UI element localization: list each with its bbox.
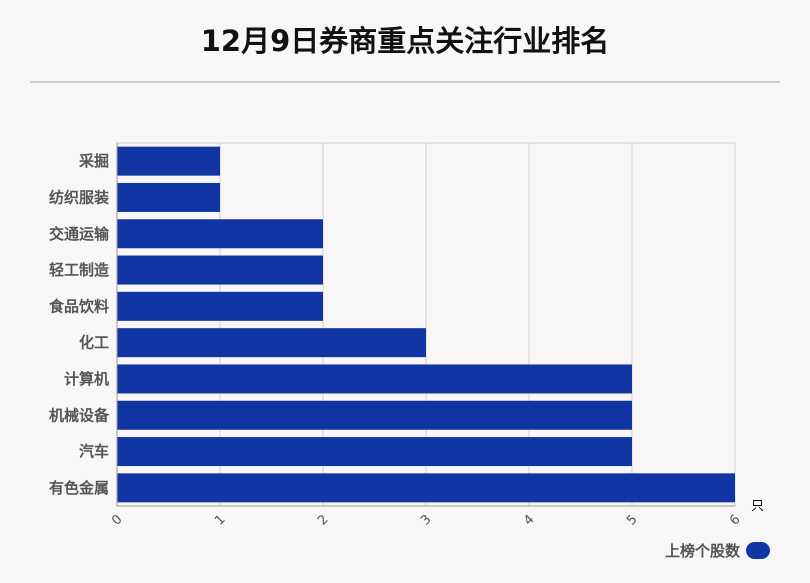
- category-label: 机械设备: [49, 406, 110, 424]
- category-label: 纺织服装: [49, 188, 110, 206]
- bar: [117, 291, 323, 321]
- bar: [117, 437, 632, 467]
- bar: [117, 473, 735, 503]
- legend: 上榜个股数: [665, 540, 770, 561]
- bar: [117, 364, 632, 394]
- category-label: 汽车: [79, 443, 109, 461]
- legend-label: 上榜个股数: [664, 542, 740, 560]
- category-label: 计算机: [64, 370, 109, 388]
- x-tick-label: 6: [727, 512, 743, 528]
- bar: [117, 328, 426, 358]
- bar: [117, 400, 632, 430]
- x-tick-label: 2: [315, 512, 331, 528]
- bar: [117, 219, 323, 249]
- category-label: 交通运输: [49, 225, 110, 243]
- category-label: 有色金属: [49, 479, 109, 497]
- category-label: 化工: [79, 334, 109, 352]
- x-tick-label: 5: [624, 512, 640, 528]
- legend-swatch: [746, 542, 770, 559]
- bar: [117, 182, 220, 212]
- category-label: 采掘: [78, 152, 109, 170]
- category-label: 食品饮料: [49, 297, 109, 315]
- bar: [117, 146, 220, 176]
- x-tick-label: 1: [212, 512, 228, 528]
- chart-title: 12月9日券商重点关注行业排名: [200, 24, 610, 58]
- x-tick-label: 4: [521, 512, 537, 528]
- title-divider: [30, 81, 780, 83]
- bar: [117, 255, 323, 285]
- category-label: 轻工制造: [49, 261, 109, 279]
- x-tick-label: 3: [418, 512, 434, 528]
- x-tick-label: 0: [109, 512, 125, 528]
- x-unit-label: 只: [751, 499, 764, 514]
